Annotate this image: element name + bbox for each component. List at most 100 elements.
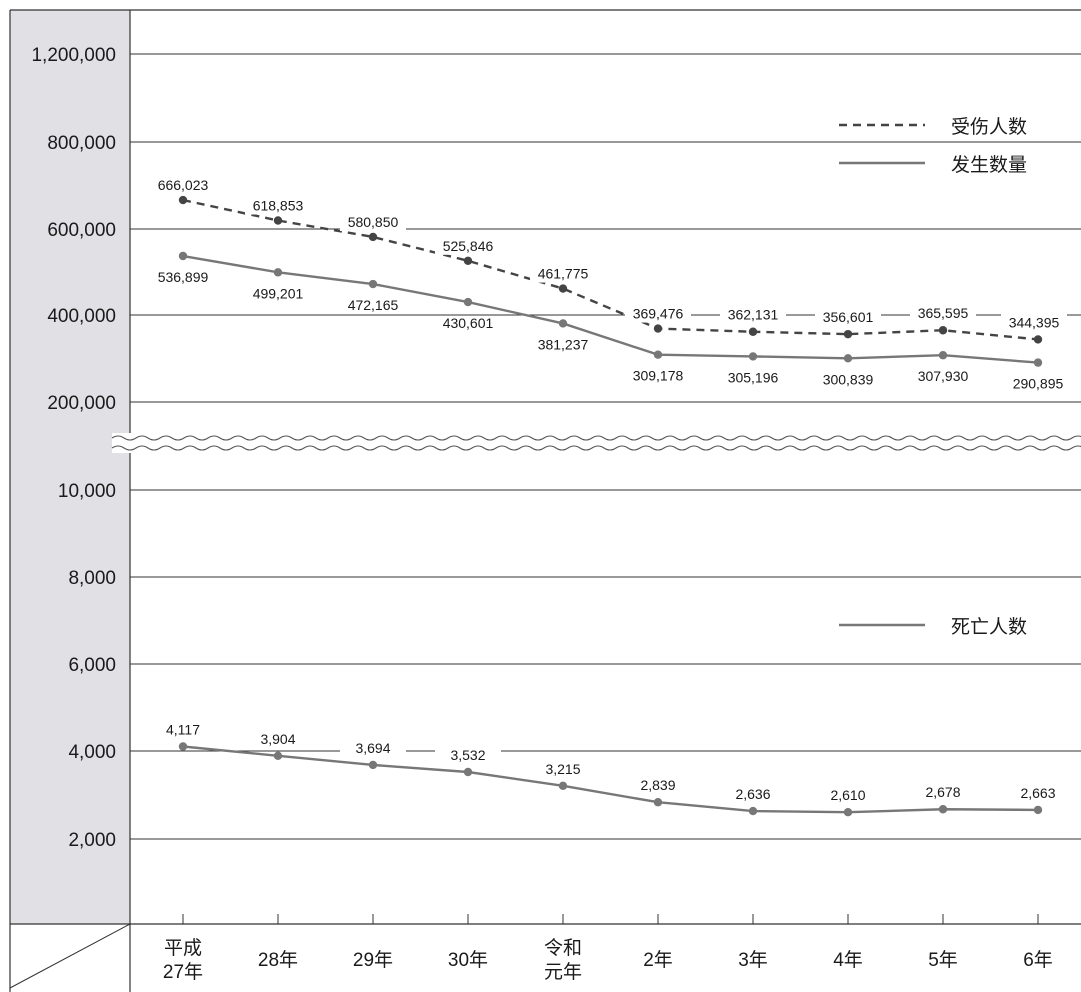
injured-line: [182, 198, 1039, 341]
legend-injured-label: 受伤人数: [951, 116, 1027, 138]
gridlines: [130, 53, 1081, 840]
injured-data-label: 362,131: [728, 307, 779, 323]
accidents-point: [748, 352, 758, 361]
y-tick-labels: 1,200,000 800,000 600,000 400,000 200,000 10,…: [31, 45, 116, 851]
accidents-point: [843, 354, 853, 363]
accidents-point: [368, 279, 378, 289]
data-label-bg: [720, 786, 786, 804]
injured-data-label: 344,395: [1009, 314, 1060, 330]
y-axis-band: [10, 10, 130, 924]
data-label-bg: [720, 306, 786, 324]
data-label-bg: [815, 787, 881, 805]
data-label-bg: [910, 305, 976, 323]
accidents-point: [938, 351, 948, 360]
x-tick-label: 2年: [643, 949, 673, 971]
data-label-bg: [435, 237, 501, 255]
data-label-bg: [150, 177, 216, 195]
injured-data-label: 580,850: [348, 214, 399, 230]
data-label-bg: [340, 213, 406, 231]
deaths-point: [178, 742, 188, 751]
deaths-data-label: 3,694: [355, 740, 390, 756]
corner-diagonal: [9, 923, 131, 989]
data-label-bg: [815, 309, 881, 327]
x-tick-label: 5年: [928, 949, 958, 971]
deaths-data-label: 4,117: [166, 721, 200, 737]
injured-data-label: 666,023: [158, 177, 209, 193]
injured-data-label: 525,846: [443, 238, 494, 254]
scale-break-wave-top: [111, 435, 1081, 441]
accidents-point: [178, 251, 188, 261]
y-tick-label: 600,000: [47, 220, 116, 241]
accidents-point: [463, 297, 473, 307]
injured-data-label: 461,775: [538, 266, 589, 282]
data-label-bg: [150, 721, 216, 739]
legend-upper: 受伤人数 发生数量: [839, 116, 1027, 176]
injured-point: [558, 284, 568, 293]
injured-point: [273, 216, 283, 225]
accidents-data-label: 300,839: [823, 371, 874, 387]
injured-point: [653, 324, 663, 333]
deaths-data-label: 3,215: [545, 761, 580, 777]
x-tick-label: 6年: [1023, 949, 1053, 971]
scale-break: [111, 433, 1081, 453]
injured-point: [1033, 335, 1043, 344]
injured-data-label: 365,595: [918, 305, 969, 321]
accidents-line: [182, 254, 1039, 364]
legend-deaths-label: 死亡人数: [951, 616, 1027, 638]
x-tick-label: 29年: [353, 949, 393, 971]
data-label-bg: [245, 730, 311, 748]
x-tick-label-line1: 令和: [544, 937, 582, 959]
x-tick-marks: [182, 914, 1039, 924]
accidents-data-label: 536,899: [158, 269, 209, 285]
injured-point: [463, 256, 473, 266]
accidents-data-label: 381,237: [538, 336, 589, 352]
accidents-data-label: 290,895: [1013, 376, 1064, 392]
deaths-point: [463, 767, 473, 777]
x-tick-label-line2: 元年: [544, 961, 582, 983]
x-tick-label: 28年: [258, 949, 298, 971]
y-tick-label: 200,000: [47, 393, 116, 414]
data-label-bg: [245, 197, 311, 215]
data-label-bg: [1005, 784, 1071, 802]
x-tick-label-line1: 平成: [164, 937, 202, 959]
deaths-data-label: 2,636: [735, 786, 770, 802]
accidents-data-label: 472,165: [348, 297, 399, 313]
y-tick-label: 400,000: [47, 306, 116, 327]
scale-break-gap: [112, 433, 1081, 453]
injured-point: [748, 327, 758, 336]
x-tick-label-line2: 27年: [163, 961, 203, 983]
y-tick-label: 800,000: [47, 133, 116, 154]
deaths-data-label: 3,904: [260, 731, 295, 747]
scale-break-wave-bottom: [111, 445, 1081, 451]
deaths-data-label: 2,678: [925, 784, 960, 800]
accidents-point: [653, 350, 663, 359]
data-label-bg: [1001, 314, 1067, 332]
data-label-bg: [435, 747, 501, 765]
legend-lower: 死亡人数: [839, 616, 1027, 638]
y-tick-label: 1,200,000: [31, 45, 116, 66]
y-tick-label: 10,000: [58, 481, 116, 502]
deaths-data-label: 2,663: [1020, 785, 1055, 801]
deaths-point: [368, 760, 378, 770]
data-label-bg: [340, 739, 406, 757]
y-tick-label: 4,000: [68, 742, 116, 763]
deaths-point: [1033, 805, 1043, 815]
accidents-data-label: 499,201: [253, 285, 304, 301]
accidents-data-label: 307,930: [918, 368, 969, 384]
x-tick-label: 4年: [833, 949, 863, 971]
accidents-point: [558, 319, 568, 328]
injured-point: [938, 326, 948, 335]
injured-data-label: 356,601: [823, 309, 874, 325]
y-tick-label: 2,000: [68, 830, 116, 851]
deaths-point: [273, 751, 283, 760]
deaths-data-label: 3,532: [450, 747, 485, 763]
accidents-data-label: 309,178: [633, 368, 684, 384]
deaths-point: [748, 806, 758, 816]
data-label-bg: [625, 777, 691, 795]
deaths-data-label: 2,610: [830, 787, 865, 803]
accidents-data-label: 305,196: [728, 369, 779, 385]
x-tick-label: 30年: [448, 949, 488, 971]
series-layer: 666,023 618,853 580,850 525,846 461,775 369,4…: [150, 177, 1071, 817]
